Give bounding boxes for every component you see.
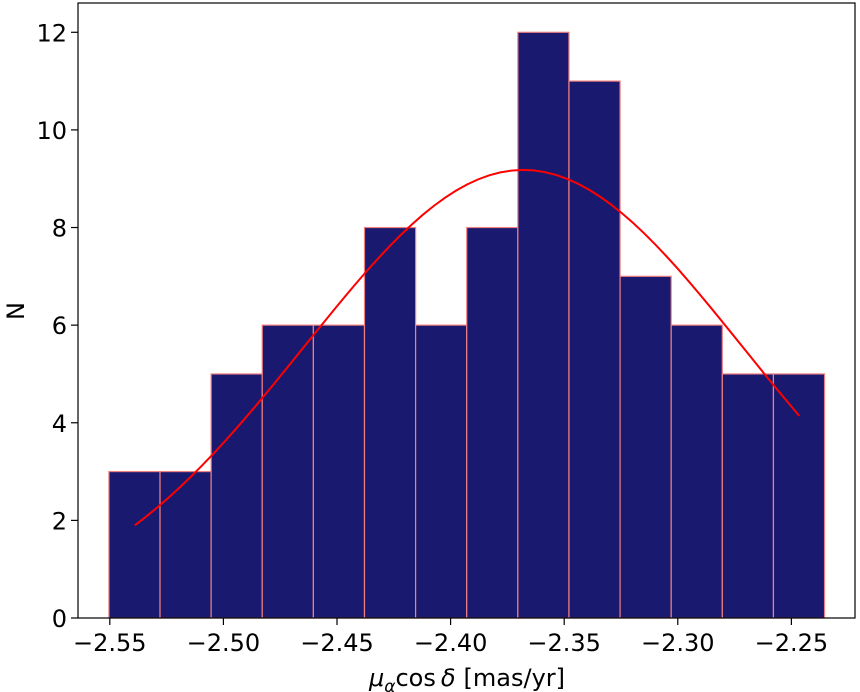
histogram-bar-2 xyxy=(159,470,212,619)
x-label-alpha-subscript: α xyxy=(384,677,395,692)
x-tick-label-2: −2.50 xyxy=(187,629,261,657)
y-tick-label-6: 10 xyxy=(36,117,67,145)
histogram-bar-4 xyxy=(261,324,314,619)
histogram-bar-12 xyxy=(670,324,723,619)
histogram-bar-13 xyxy=(721,373,775,619)
y-tick-label-5: 8 xyxy=(52,215,67,243)
x-tick-label-1: −2.55 xyxy=(73,629,147,657)
x-axis-ticks: −2.55 −2.50 −2.45 −2.40 −2.35 −2.30 −2.25 xyxy=(73,618,828,657)
y-tick-label-3: 4 xyxy=(52,410,67,438)
histogram-bar-9 xyxy=(517,31,570,619)
histogram-bar-7 xyxy=(415,324,468,619)
gaussian-fit-curve xyxy=(134,168,801,527)
x-tick-label-5: −2.35 xyxy=(527,629,601,657)
histogram-bar-14 xyxy=(772,373,826,619)
x-axis-label: μαcos δ [mas/yr] xyxy=(368,664,565,692)
x-label-unit: [mas/yr] xyxy=(464,664,565,692)
x-label-mu: μ xyxy=(368,664,384,692)
histogram-bar-8 xyxy=(466,226,519,619)
plot-frame xyxy=(77,2,856,619)
histogram-bar-1 xyxy=(108,470,161,619)
histogram-bar-11 xyxy=(619,275,672,619)
y-tick-label-7: 12 xyxy=(36,19,67,47)
x-label-delta: δ xyxy=(441,664,456,692)
x-label-cos: cos xyxy=(395,664,435,692)
y-axis-label: N xyxy=(2,302,30,320)
x-tick-label-4: −2.40 xyxy=(414,629,488,657)
histogram-bar-5 xyxy=(312,324,366,619)
histogram-bar-3 xyxy=(210,373,263,619)
y-tick-label-4: 6 xyxy=(52,312,67,340)
histogram-bars xyxy=(108,31,826,619)
x-tick-label-3: −2.45 xyxy=(300,629,374,657)
histogram-bar-6 xyxy=(363,226,417,619)
y-axis-ticks: 0 2 4 6 8 10 12 xyxy=(36,19,78,633)
x-tick-label-6: −2.30 xyxy=(641,629,715,657)
x-tick-label-7: −2.25 xyxy=(755,629,829,657)
histogram-bar-10 xyxy=(568,80,621,619)
y-tick-label-2: 2 xyxy=(52,507,67,535)
y-tick-label-1: 0 xyxy=(52,605,67,633)
